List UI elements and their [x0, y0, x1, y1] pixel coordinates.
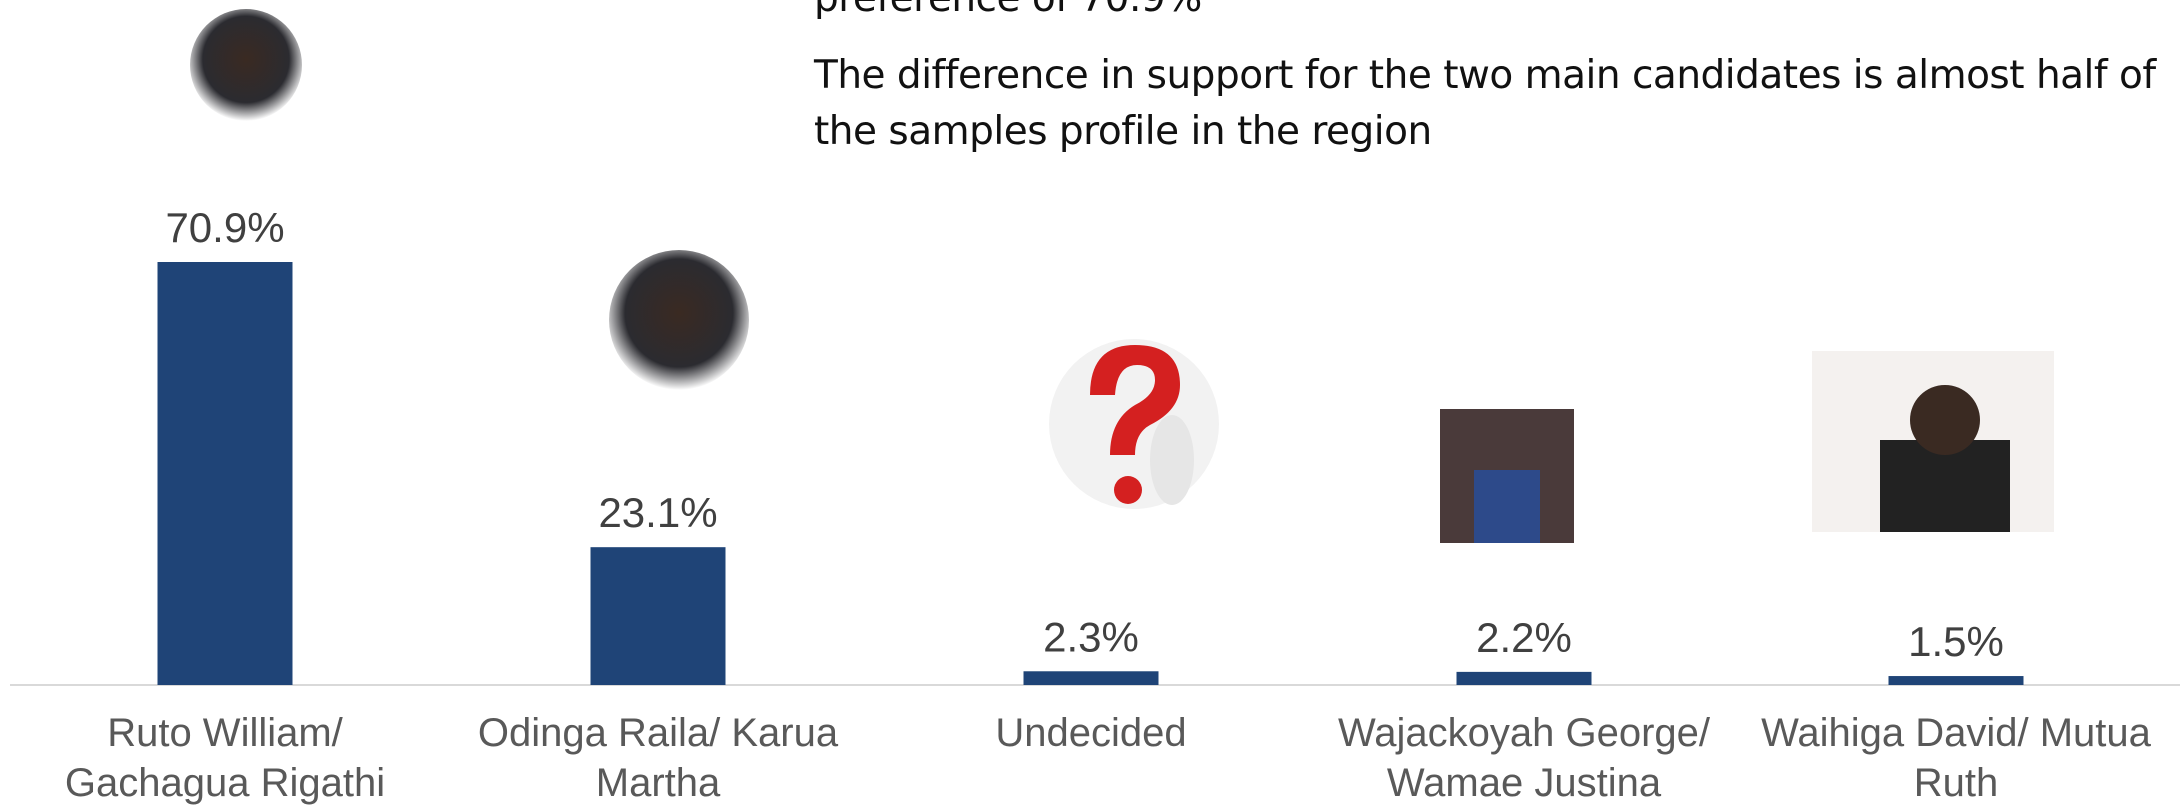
- note-line: The difference in support for the two ma…: [814, 53, 2156, 98]
- candidate-photo: [609, 250, 749, 390]
- page: 70.9% 23.1% 2.3% 2.2% 1.5% preference of 70.…: [0, 0, 2182, 808]
- note-line: preference of 70.9%: [814, 0, 1202, 21]
- candidate-photo: [190, 9, 302, 121]
- bar: [1889, 676, 2024, 685]
- value-label: 1.5%: [1908, 618, 2004, 665]
- category-label: Wajackoyah George/ Wamae Justina: [1309, 708, 1739, 808]
- value-label: 2.3%: [1043, 613, 1139, 660]
- candidate-photo: [1474, 470, 1540, 543]
- category-label: Ruto William/ Gachagua Rigathi: [10, 708, 440, 808]
- category-label: Odinga Raila/ Karua Martha: [443, 708, 873, 808]
- note-line: the samples profile in the region: [814, 109, 1432, 154]
- category-label: Waihiga David/ Mutua Ruth: [1741, 708, 2171, 808]
- question-icon: [1049, 339, 1219, 509]
- bar: [591, 547, 726, 685]
- value-label: 23.1%: [598, 489, 717, 536]
- candidate-photo: [1910, 385, 1980, 455]
- bar: [1457, 672, 1592, 685]
- value-label: 70.9%: [165, 204, 284, 251]
- bar: [158, 262, 293, 685]
- value-label: 2.2%: [1476, 614, 1572, 661]
- category-label: Undecided: [876, 708, 1306, 758]
- bar: [1024, 671, 1159, 685]
